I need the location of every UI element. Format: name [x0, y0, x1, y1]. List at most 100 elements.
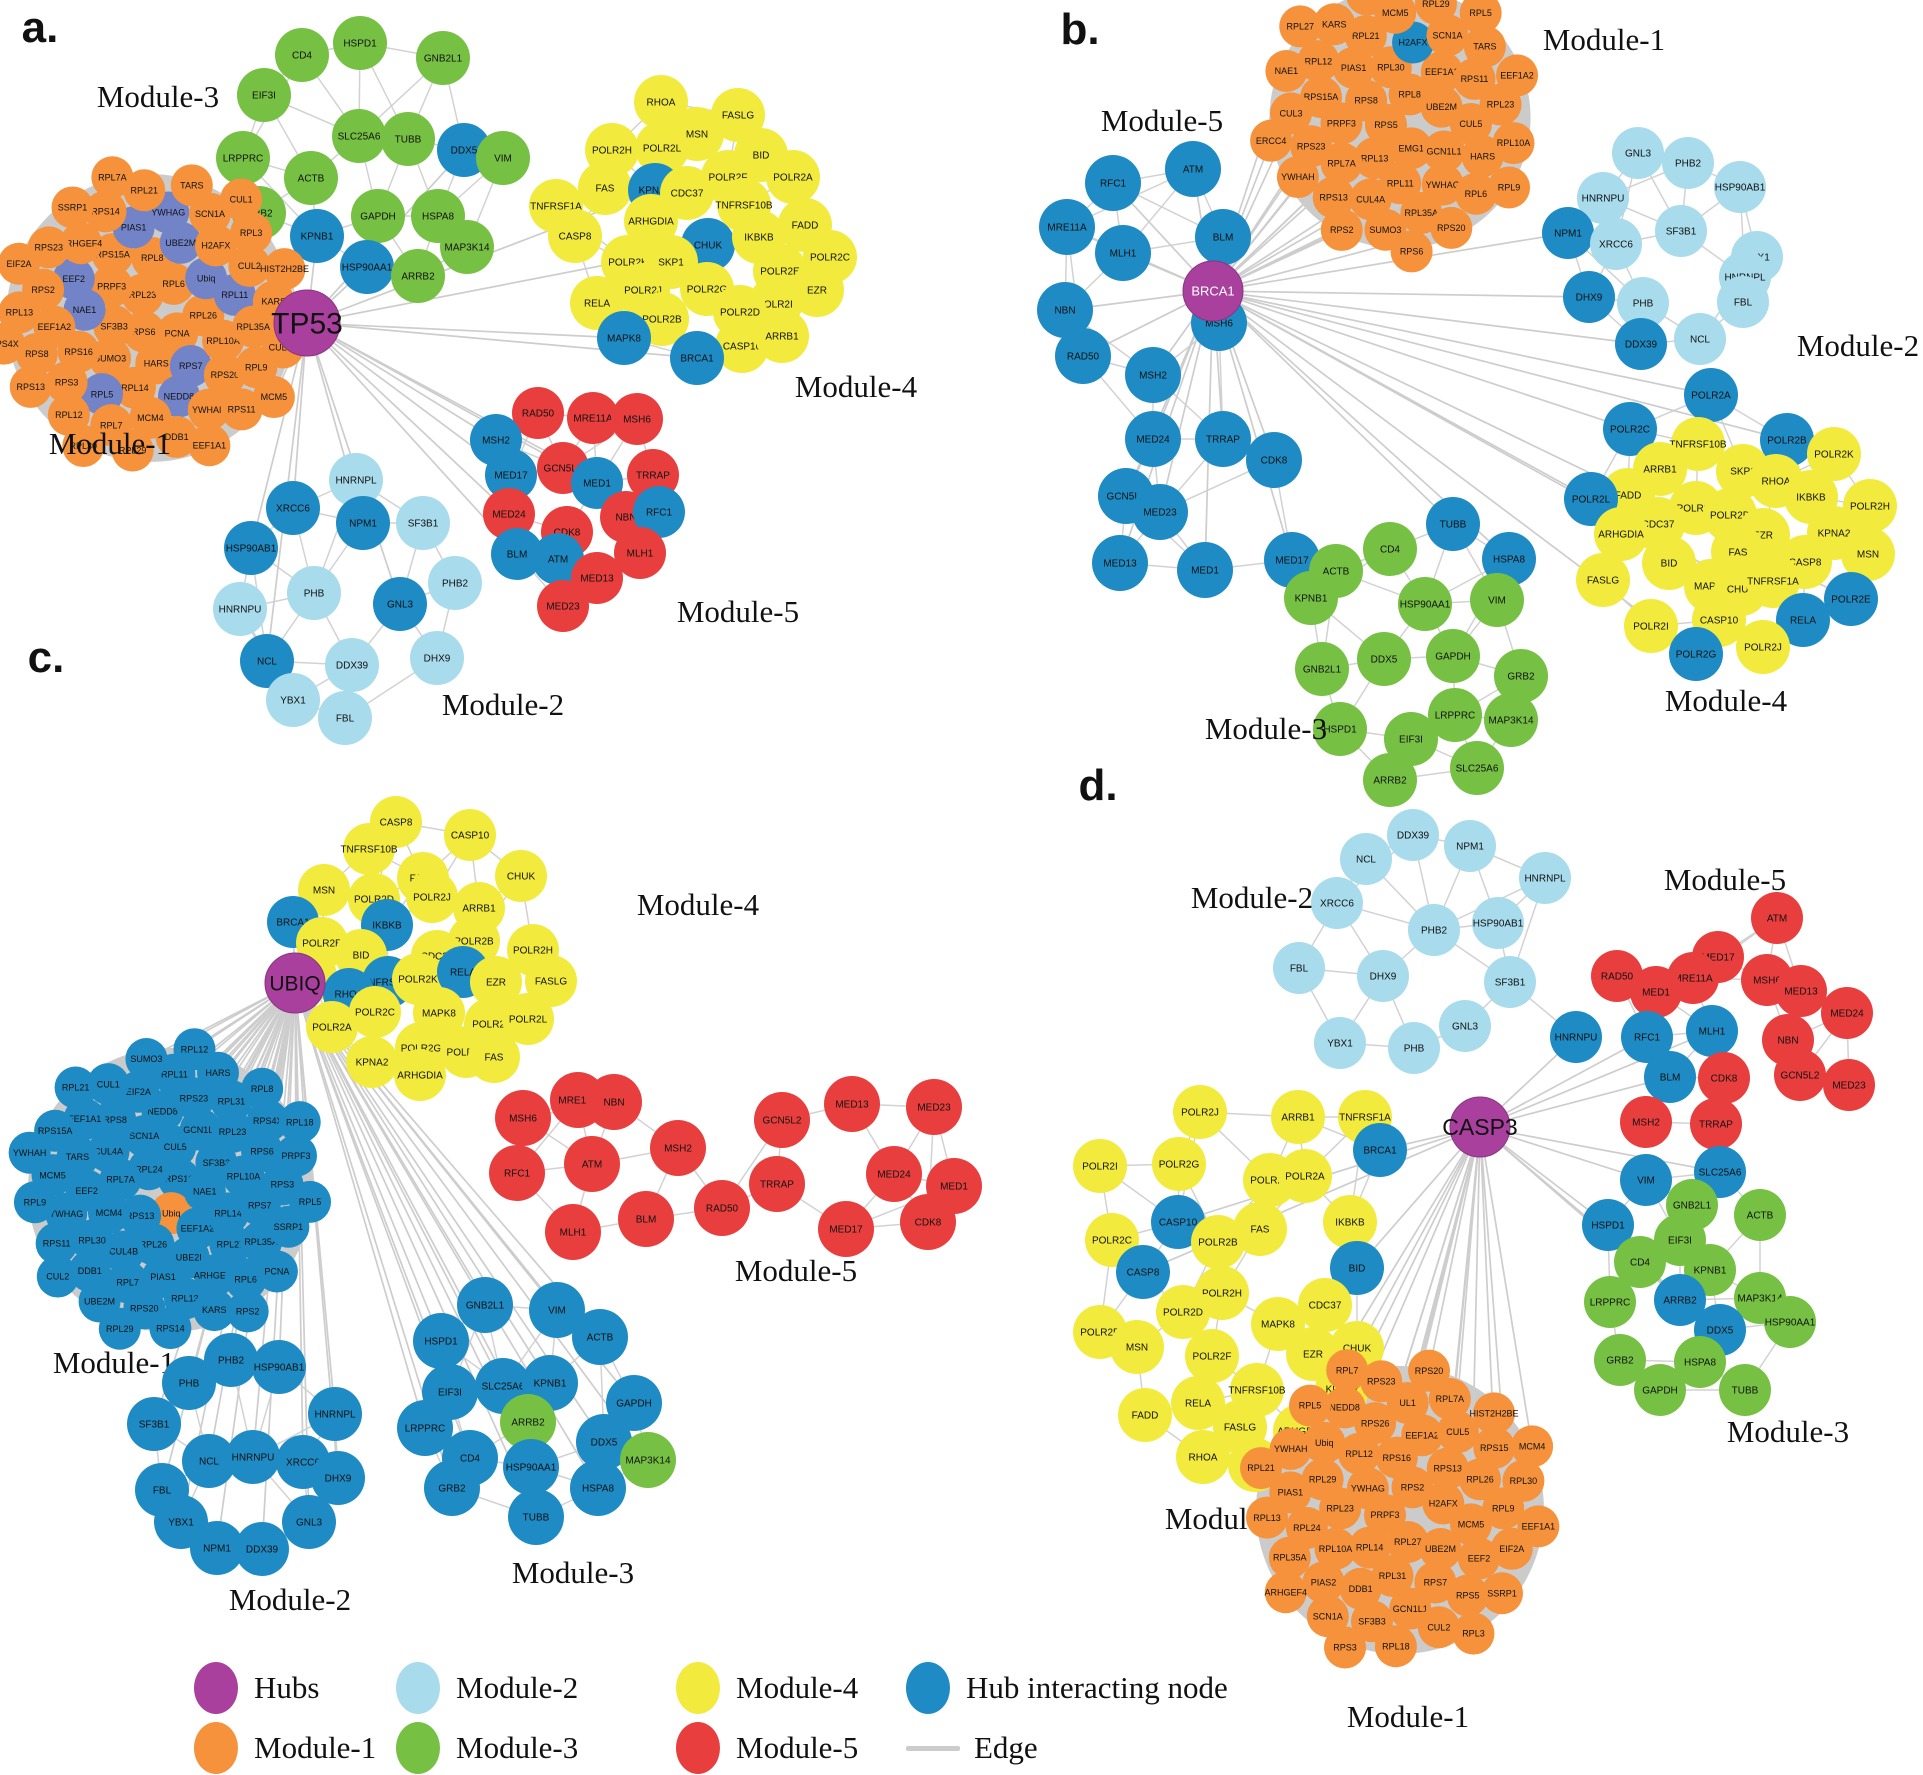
node-ATM [1751, 892, 1803, 944]
legend-label: Hub interacting node [966, 1670, 1228, 1705]
text-label: POLR2J [624, 286, 662, 297]
node-HSPD1 [413, 1313, 469, 1369]
node-RPS13 [9, 365, 52, 408]
node-CASP10 [1151, 1195, 1205, 1249]
node-MSN [298, 864, 350, 916]
node-HSP90AB1 [1714, 161, 1766, 213]
text-label: POLR2F [709, 173, 748, 184]
text-label: YWHAH [1274, 1444, 1308, 1454]
text-label: PHB [179, 1379, 200, 1390]
nodes-layer: ATM RFC1 MRE11A BLM MLH1 NBN MSH6 RAD50 MSH2 MED2… [1037, 0, 1919, 807]
node-SCN1A [1306, 1595, 1349, 1638]
text-label: Module-1 [1347, 1699, 1469, 1734]
text-label: HSPD1 [1323, 725, 1357, 736]
text-label: SSRP1 [1487, 1588, 1517, 1598]
text-label: MAP3K14 [1737, 1294, 1782, 1305]
text-label: MAP3K14 [1488, 716, 1533, 727]
legend-label: Module-5 [736, 1730, 859, 1765]
text-label: POLR2I [472, 1020, 508, 1031]
text-label: MED13 [835, 1100, 869, 1111]
text-label: RPL24 [135, 1164, 163, 1174]
node-RPL29 [1301, 1458, 1344, 1501]
node-NPM1 [336, 496, 390, 550]
text-label: RPL5 [1299, 1401, 1322, 1411]
text-label: RPL29 [1309, 1475, 1337, 1485]
text-label: RPS15A [1304, 92, 1339, 102]
node-RPL35A [1268, 1536, 1311, 1579]
text-label: POLR2C [810, 253, 850, 264]
text-label: RPL5 [1469, 8, 1492, 18]
text-label: POLR2E [302, 939, 342, 950]
node-RPL29 [98, 1307, 141, 1350]
text-label: RPS8 [1354, 96, 1378, 106]
text-label: RPS5 [1374, 120, 1398, 130]
text-label: NPM1 [1456, 842, 1484, 853]
text-label: SSRP1 [58, 203, 88, 213]
node-XRCC6 [1311, 877, 1363, 929]
text-label: UBE2M [1425, 1544, 1456, 1554]
text-label: HARS [1470, 151, 1495, 161]
node-BRCA1 [670, 331, 724, 385]
node-MED23 [537, 580, 589, 632]
text-label: RPS6 [250, 1146, 274, 1156]
node-MED17 [485, 449, 537, 501]
text-label: HNRNPU [219, 605, 262, 616]
text-label: FADD [1615, 491, 1642, 502]
node-POLR2A [766, 150, 820, 204]
text-label: NBN [1054, 306, 1075, 317]
text-label: MSH6 [509, 1114, 537, 1125]
module-2-swatch [396, 1662, 440, 1714]
text-label: NBN [603, 1098, 624, 1109]
text-label: XRCC6 [1599, 240, 1633, 251]
node-ATM [1165, 141, 1221, 197]
text-label: MED23 [917, 1103, 951, 1114]
node-ARRB2 [1654, 1274, 1706, 1326]
text-label: MLH1 [627, 549, 654, 560]
text-label: NCL [257, 657, 277, 668]
node-GNL3 [282, 1495, 336, 1549]
node-LRPPRC [1584, 1276, 1636, 1328]
text-label: RPS13 [1433, 1464, 1462, 1474]
text-label: MED13 [1103, 559, 1137, 570]
text-label: SF3B3 [203, 1158, 231, 1168]
node-HSPD1 [1313, 702, 1367, 756]
text-label: TNFRSF10B [340, 845, 398, 856]
text-label: NBN [615, 513, 636, 524]
text-label: RPS15A [95, 249, 130, 259]
text-label: NAE1 [73, 305, 97, 315]
text-label: DDX5 [1371, 655, 1398, 666]
text-label: GNB2L1 [466, 1301, 505, 1312]
node-CD4 [1614, 1236, 1666, 1288]
text-label: GRB2 [438, 1484, 466, 1495]
text-label: TNFRSF10B [1228, 1386, 1286, 1397]
node-POLR2A [306, 1001, 358, 1053]
node-MED24 [1821, 987, 1873, 1039]
node-FBL [1717, 276, 1769, 328]
node-ARRB1 [1271, 1090, 1325, 1144]
node-DDX39 [1615, 318, 1667, 370]
node-HNRNPU [1577, 172, 1629, 224]
hub-node-BRCA1 [1182, 260, 1244, 322]
text-label: RPS16 [1382, 1453, 1411, 1463]
text-label: TRRAP [1206, 435, 1240, 446]
text-label: RELA [1185, 1399, 1211, 1410]
text-label: PIAS1 [1278, 1488, 1304, 1498]
node-FASLG [1576, 553, 1630, 607]
text-label: LRPPRC [1590, 1298, 1631, 1309]
text-label: RPL27 [1286, 22, 1314, 32]
text-label: FBL [1734, 298, 1753, 309]
text-label: RPS2 [1330, 225, 1354, 235]
text-label: CD4 [292, 51, 312, 62]
text-label: DHX9 [424, 654, 451, 665]
node-FADD [1118, 1388, 1172, 1442]
text-label: Module-5 [677, 594, 799, 629]
text-label: RPL5 [91, 389, 114, 399]
text-label: CUL1 [97, 1079, 120, 1089]
text-label: RPS16 [64, 347, 93, 357]
text-label: TNFRSF10B [1669, 440, 1727, 451]
text-label: FADD [1132, 1411, 1159, 1422]
node-RPL14 [206, 1192, 249, 1235]
text-label: RPL10A [227, 1172, 261, 1182]
node-NBN [586, 1074, 642, 1130]
text-label: MCM4 [1519, 1442, 1546, 1452]
